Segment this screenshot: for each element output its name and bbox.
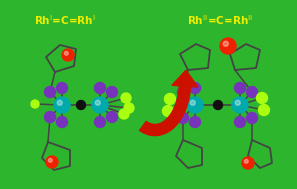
Circle shape — [48, 158, 52, 162]
Circle shape — [214, 101, 222, 109]
Circle shape — [62, 49, 74, 61]
Circle shape — [220, 38, 236, 54]
Circle shape — [223, 41, 228, 46]
Circle shape — [165, 94, 176, 105]
Circle shape — [235, 83, 246, 94]
Circle shape — [258, 105, 269, 115]
Circle shape — [56, 83, 67, 94]
Text: Rh$^{\mathsf{II}}$=$\mathbf{C}$=Rh$^{\mathsf{II}}$: Rh$^{\mathsf{II}}$=$\mathbf{C}$=Rh$^{\ma… — [187, 13, 253, 27]
Circle shape — [107, 112, 118, 122]
Circle shape — [77, 101, 86, 109]
Circle shape — [45, 112, 56, 122]
Circle shape — [242, 157, 254, 169]
Circle shape — [94, 83, 105, 94]
Circle shape — [54, 97, 70, 113]
Circle shape — [247, 112, 257, 123]
Circle shape — [257, 92, 268, 104]
Text: Rh$^{\mathsf{I}}$=$\mathbf{C}$=Rh$^{\mathsf{I}}$: Rh$^{\mathsf{I}}$=$\mathbf{C}$=Rh$^{\mat… — [34, 13, 96, 27]
Circle shape — [190, 100, 195, 105]
Circle shape — [45, 87, 56, 98]
Circle shape — [95, 100, 100, 105]
Circle shape — [119, 109, 129, 119]
Circle shape — [232, 97, 248, 113]
Circle shape — [235, 116, 246, 128]
Circle shape — [121, 93, 131, 103]
Circle shape — [57, 100, 62, 105]
Circle shape — [178, 87, 189, 98]
Circle shape — [31, 100, 39, 108]
Circle shape — [247, 87, 257, 98]
Circle shape — [107, 87, 118, 98]
Circle shape — [124, 103, 134, 113]
Circle shape — [244, 159, 248, 163]
Circle shape — [189, 116, 200, 128]
Polygon shape — [172, 70, 198, 87]
Circle shape — [92, 97, 108, 113]
Circle shape — [46, 156, 58, 168]
Circle shape — [94, 116, 105, 128]
Circle shape — [56, 116, 67, 128]
Circle shape — [187, 97, 203, 113]
Circle shape — [178, 112, 189, 123]
Circle shape — [189, 83, 200, 94]
Circle shape — [235, 100, 240, 105]
Circle shape — [64, 51, 68, 55]
Circle shape — [162, 105, 173, 116]
